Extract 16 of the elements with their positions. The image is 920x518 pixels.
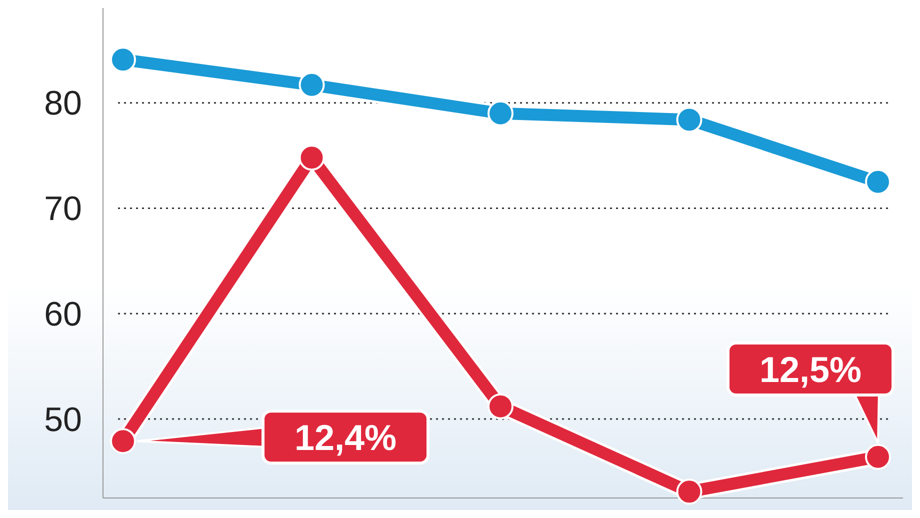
point: [676, 478, 702, 505]
annotation: 12,5%: [759, 348, 862, 390]
point: [298, 144, 325, 171]
point: [865, 168, 891, 195]
annotation: 12,4%: [294, 417, 397, 458]
y-tick-label: 80: [44, 84, 82, 123]
y-tick-label: 50: [44, 400, 82, 439]
point: [488, 100, 514, 126]
point: [298, 72, 325, 98]
point: [110, 46, 136, 73]
point: [488, 393, 514, 420]
y-tick-label: 70: [44, 190, 82, 228]
point: [110, 428, 136, 454]
point: [676, 106, 702, 133]
y-tick-label: 60: [44, 295, 82, 334]
point: [865, 444, 891, 470]
